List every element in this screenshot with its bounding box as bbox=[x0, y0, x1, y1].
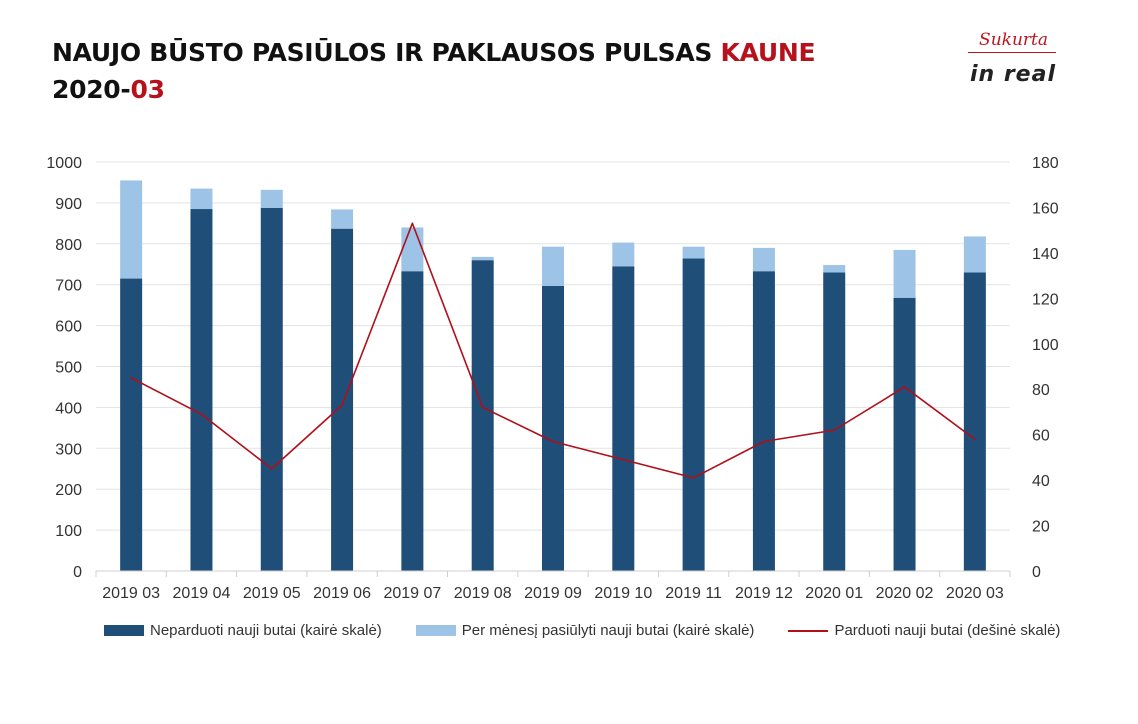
bar-offered bbox=[401, 227, 424, 272]
y-left-tick-label: 900 bbox=[55, 196, 82, 213]
point-sold bbox=[481, 406, 484, 409]
y-right-tick-label: 100 bbox=[1032, 337, 1059, 354]
y-left-tick-label: 100 bbox=[55, 523, 82, 540]
x-tick-label: 2020 02 bbox=[876, 585, 934, 602]
y-left-tick-label: 1000 bbox=[46, 155, 82, 172]
y-left-tick-label: 200 bbox=[55, 482, 82, 499]
bar-offered bbox=[752, 247, 775, 272]
y-right-tick-label: 140 bbox=[1032, 246, 1059, 263]
y-left-tick-label: 600 bbox=[55, 319, 82, 336]
title-date: 2020- bbox=[52, 75, 131, 104]
legend-label-sold: Parduoti nauji butai (dešinė skalė) bbox=[834, 622, 1061, 639]
bar-offered bbox=[823, 265, 846, 273]
bar-unsold bbox=[542, 285, 564, 571]
point-sold bbox=[552, 440, 554, 443]
x-tick-label: 2019 07 bbox=[383, 585, 441, 602]
point-sold bbox=[130, 376, 133, 379]
y-left-tick-label: 500 bbox=[55, 360, 82, 377]
point-sold bbox=[903, 386, 906, 388]
bar-unsold bbox=[612, 266, 635, 571]
bar-unsold bbox=[893, 297, 916, 571]
legend-item-unsold: Neparduoti nauji butai (kairė skalė) bbox=[104, 622, 382, 639]
y-left-tick-label: 400 bbox=[55, 400, 82, 417]
title-city: KAUNE bbox=[720, 38, 816, 67]
bar-offered bbox=[190, 188, 213, 210]
bar-offered bbox=[120, 180, 143, 279]
bar-unsold bbox=[963, 272, 986, 571]
point-sold bbox=[763, 440, 765, 443]
bar-unsold bbox=[682, 258, 705, 571]
x-tick-label: 2019 12 bbox=[735, 585, 793, 602]
legend-swatch-unsold bbox=[104, 625, 144, 636]
bar-offered bbox=[471, 256, 494, 261]
point-sold bbox=[270, 467, 273, 470]
bar-offered bbox=[260, 189, 283, 208]
legend-swatch-offered bbox=[415, 625, 456, 636]
bar-offered bbox=[542, 246, 564, 286]
y-right-tick-label: 120 bbox=[1032, 291, 1059, 308]
point-sold bbox=[973, 438, 976, 441]
x-tick-label: 2019 11 bbox=[665, 585, 722, 602]
point-sold bbox=[341, 404, 343, 407]
x-tick-label: 2019 06 bbox=[313, 585, 371, 602]
x-tick-label: 2019 09 bbox=[524, 585, 582, 602]
bar-offered bbox=[612, 242, 635, 267]
chart-legend: Neparduoti nauji butai (kairė skalė) Per… bbox=[104, 622, 1094, 639]
x-tick-label: 2019 08 bbox=[454, 585, 512, 602]
point-sold bbox=[411, 222, 414, 225]
legend-item-sold: Parduoti nauji butai (dešinė skalė) bbox=[788, 622, 1060, 639]
x-tick-label: 2019 04 bbox=[173, 585, 231, 602]
title-date-accent: 03 bbox=[130, 75, 165, 104]
title-line-2: 2020-03 bbox=[52, 71, 815, 108]
y-right-tick-label: 180 bbox=[1032, 155, 1059, 172]
inreal-logo: Sukurta in real bbox=[966, 30, 1056, 92]
bar-unsold bbox=[471, 260, 494, 571]
y-left-tick-label: 300 bbox=[55, 441, 82, 458]
bar-unsold bbox=[190, 209, 213, 571]
x-tick-label: 2019 10 bbox=[594, 585, 652, 602]
bar-unsold bbox=[331, 228, 354, 572]
legend-label-unsold: Neparduoti nauji butai (kairė skalė) bbox=[150, 622, 382, 639]
logo-script: Sukurta bbox=[979, 30, 1048, 50]
y-left-tick-label: 700 bbox=[55, 278, 82, 295]
point-sold bbox=[692, 476, 695, 479]
x-tick-label: 2020 01 bbox=[805, 585, 863, 602]
y-right-tick-label: 0 bbox=[1032, 564, 1041, 581]
bar-unsold bbox=[260, 207, 283, 572]
bar-offered bbox=[963, 236, 986, 273]
logo-brand: in real bbox=[969, 62, 1056, 87]
bar-unsold bbox=[752, 271, 775, 571]
x-tick-label: 2020 03 bbox=[946, 585, 1004, 602]
point-sold bbox=[833, 429, 836, 432]
point-sold bbox=[622, 458, 625, 461]
legend-line-sold bbox=[788, 629, 829, 632]
bar-offered bbox=[682, 246, 705, 259]
bar-unsold bbox=[120, 278, 143, 571]
bar-offered bbox=[331, 209, 354, 229]
y-right-tick-label: 20 bbox=[1032, 519, 1050, 536]
bar-unsold bbox=[401, 271, 424, 571]
title-line-1: NAUJO BŪSTO PASIŪLOS IR PAKLAUSOS PULSAS… bbox=[52, 34, 816, 71]
chart-title: NAUJO BŪSTO PASIŪLOS IR PAKLAUSOS PULSAS… bbox=[52, 34, 816, 108]
legend-label-offered: Per mėnesį pasiūlyti nauji butai (kairė … bbox=[461, 622, 755, 639]
legend-item-offered: Per mėnesį pasiūlyti nauji butai (kairė … bbox=[415, 622, 755, 639]
x-tick-label: 2019 05 bbox=[243, 585, 301, 602]
point-sold bbox=[200, 413, 203, 416]
y-right-tick-label: 80 bbox=[1032, 382, 1050, 399]
y-right-tick-label: 40 bbox=[1032, 473, 1050, 490]
x-tick-label: 2019 03 bbox=[102, 585, 160, 602]
bar-unsold bbox=[823, 272, 846, 571]
bar-offered bbox=[893, 249, 916, 298]
title-main: NAUJO BŪSTO PASIŪLOS IR PAKLAUSOS PULSAS bbox=[52, 38, 721, 67]
y-right-tick-label: 160 bbox=[1032, 200, 1059, 217]
y-left-tick-label: 800 bbox=[55, 237, 82, 254]
logo-underline bbox=[968, 52, 1056, 53]
y-right-tick-label: 60 bbox=[1032, 428, 1050, 445]
y-left-tick-label: 0 bbox=[73, 564, 82, 581]
